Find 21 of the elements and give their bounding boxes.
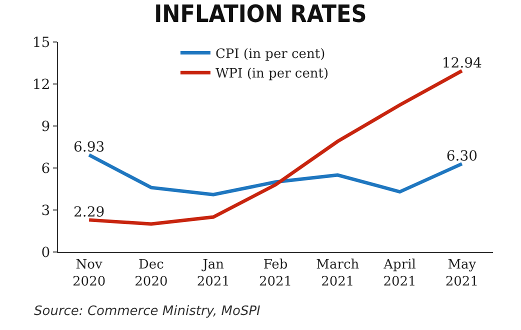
x-tick-label: Nov 2020 <box>72 258 106 290</box>
y-tick-label: 6 <box>41 160 50 177</box>
x-tick-label: May 2021 <box>445 258 478 290</box>
y-tick-label: 15 <box>32 34 50 51</box>
y-tick-label: 3 <box>41 202 50 219</box>
y-tick-label: 9 <box>41 118 50 135</box>
x-tick-label: April 2021 <box>382 258 416 290</box>
data-label: 6.30 <box>446 148 478 164</box>
legend-label: WPI (in per cent) <box>215 66 329 82</box>
data-label: 12.94 <box>442 55 482 72</box>
x-tick-label: Feb 2021 <box>258 258 292 290</box>
x-tick-label: March 2021 <box>316 258 360 290</box>
legend-label: CPI (in per cent) <box>215 46 326 62</box>
x-tick-label: Jan 2021 <box>196 258 230 290</box>
source-note: Source: Commerce Ministry, MoSPI <box>34 304 261 319</box>
y-tick-label: 12 <box>32 76 50 93</box>
data-label: 2.29 <box>73 204 105 220</box>
x-tick-label: Dec 2020 <box>134 258 168 290</box>
chart-title: INFLATION RATES <box>154 0 367 28</box>
data-label: 6.93 <box>73 139 105 156</box>
y-tick-label: 0 <box>41 244 50 261</box>
